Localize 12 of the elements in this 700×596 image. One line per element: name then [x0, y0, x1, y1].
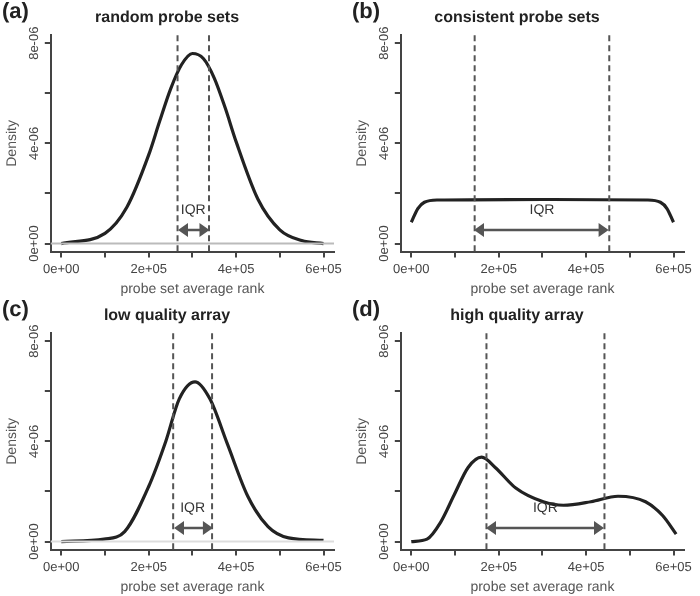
line-series: [409, 455, 678, 544]
chart-title: high quality array: [450, 306, 585, 325]
line-series: [59, 51, 326, 246]
chart-title: low quality array: [103, 306, 232, 325]
chart-title: consistent probe sets: [434, 8, 601, 27]
line-series: [59, 380, 326, 544]
text: (c): [2, 298, 29, 322]
text: (a): [2, 0, 29, 24]
text: (d): [352, 298, 381, 322]
chart-title: random probe sets: [94, 8, 241, 27]
text: (b): [352, 0, 381, 24]
line-series: [409, 197, 676, 224]
